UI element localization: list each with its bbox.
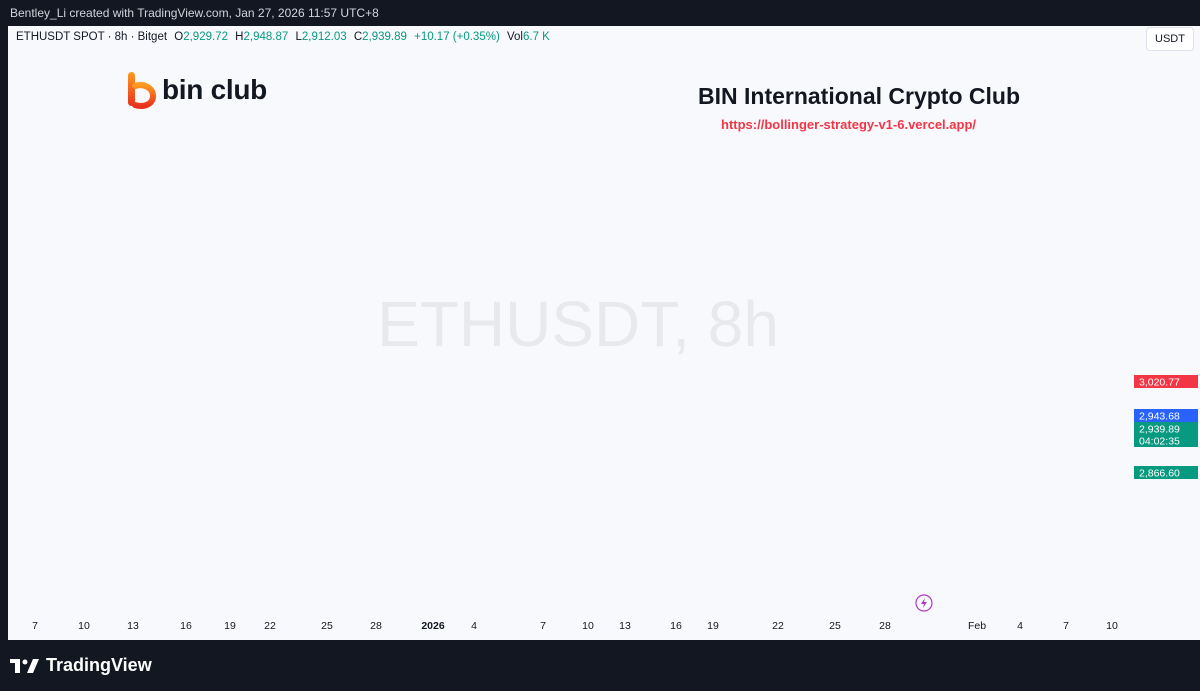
x-tick-label: Feb [968, 620, 986, 632]
x-tick-label: 2026 [421, 620, 445, 632]
chart-frame[interactable]: ETHUSDT, 8h0 (3,403.43)0.236 (3,255.19)0… [8, 26, 1200, 640]
x-tick-label: 19 [707, 620, 719, 632]
open-value: 2,929.72 [183, 31, 228, 43]
club-url[interactable]: https://bollinger-strategy-v1-6.vercel.a… [721, 117, 977, 132]
volume-value: 6.7 K [522, 31, 550, 43]
x-tick-label: 13 [127, 620, 139, 632]
attribution-bar: Bentley_Li created with TradingView.com,… [0, 0, 1200, 26]
lightning-ring [915, 594, 933, 612]
price-tag-bg [1134, 466, 1198, 479]
volume-label: Vol [506, 31, 523, 43]
x-tick-label: 28 [370, 620, 382, 632]
x-axis-ticks: 7 10 13 16 19 22 25 28 2026 4 7 10 13 16 19 22 25 28 Feb 4 7… [32, 620, 1118, 632]
x-tick-label: 10 [582, 620, 594, 632]
price-tag-label: 2,939.89 [1139, 424, 1180, 436]
lightning-bolt [920, 598, 927, 608]
bin-club-logo-icon [128, 72, 156, 109]
footer-bar: TradingView [0, 640, 1200, 691]
price-tag-label: 3,020.77 [1139, 377, 1180, 389]
x-tick-label: 19 [224, 620, 236, 632]
open-label: O [174, 31, 184, 43]
lightning-icon [915, 594, 933, 612]
close-label: C [353, 31, 363, 43]
x-tick-label: 25 [829, 620, 841, 632]
x-tick-label: 16 [180, 620, 192, 632]
close-value: 2,939.89 [362, 31, 407, 43]
x-tick-label: 10 [1106, 620, 1118, 632]
currency-button[interactable]: USDT [1146, 27, 1194, 51]
watermark: ETHUSDT, 8h [377, 288, 779, 360]
price-tag-bg [1134, 375, 1198, 388]
bin-club-logo: bin club [126, 70, 267, 110]
price-axis [1134, 26, 1200, 640]
x-tick-label: 7 [540, 620, 546, 632]
x-tick-label: 22 [772, 620, 784, 632]
x-tick-label: 28 [879, 620, 891, 632]
x-tick-label: 16 [670, 620, 682, 632]
high-label: H [235, 31, 244, 43]
x-tick-label: 13 [619, 620, 631, 632]
x-tick-label: 7 [32, 620, 38, 632]
price-tag-label: 2,943.68 [1139, 411, 1180, 423]
high-value: 2,948.87 [243, 31, 289, 43]
tradingview-brand: TradingView [46, 655, 152, 675]
price-tag-label: 2,866.60 [1139, 468, 1180, 480]
x-tick-label: 22 [264, 620, 276, 632]
logo-text: bin club [162, 74, 267, 105]
ohlc-legend: ETHUSDT SPOT · 8h · Bitget O2,929.72 H2,… [16, 31, 550, 43]
price-tag-bg [1134, 422, 1198, 435]
low-value: 2,912.03 [301, 31, 347, 43]
x-tick-label: 25 [321, 620, 333, 632]
price-chart[interactable]: ETHUSDT, 8h0 (3,403.43)0.236 (3,255.19)0… [8, 26, 1200, 640]
x-tick-label: 10 [78, 620, 90, 632]
low-label: L [295, 31, 302, 43]
x-tick-label: 7 [1063, 620, 1069, 632]
price-tag-bg [1134, 434, 1198, 447]
symbol-info[interactable]: ETHUSDT SPOT · 8h · Bitget [16, 31, 168, 43]
price-tag-label: 04:02:35 [1139, 436, 1180, 448]
x-tick-label: 4 [471, 620, 477, 632]
club-title: BIN International Crypto Club [698, 83, 1020, 109]
x-tick-label: 4 [1017, 620, 1023, 632]
change-value: +10.17 (+0.35%) [414, 31, 500, 43]
tradingview-logo-icon [10, 658, 39, 673]
attribution-text: Bentley_Li created with TradingView.com,… [10, 6, 379, 20]
price-tag-bg [1134, 409, 1198, 422]
